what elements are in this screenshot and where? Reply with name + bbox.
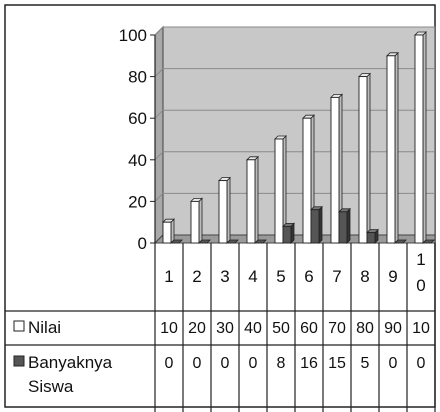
- bar-banyaknya-siswa: [198, 239, 211, 244]
- data-label-banyaknya-siswa: 15: [328, 355, 346, 372]
- bar-nilai-front: [358, 76, 368, 244]
- y-tick-label: 0: [138, 234, 147, 253]
- bar-banyaknya-siswa-top: [422, 239, 435, 244]
- y-tick-label: 20: [128, 192, 147, 211]
- bar-banyaknya-siswa-side: [318, 205, 323, 244]
- bar-banyaknya-siswa: [170, 239, 183, 244]
- bar-banyaknya-siswa-top: [198, 239, 211, 244]
- bar-nilai-front: [218, 180, 228, 244]
- bar-banyaknya-siswa: [422, 239, 435, 244]
- data-label-banyaknya-siswa: 0: [249, 355, 258, 372]
- bar-nilai: [414, 31, 427, 244]
- legend-label-banyaknya-siswa: Siswa: [28, 377, 74, 396]
- bar-banyaknya-siswa: [254, 239, 267, 244]
- data-label-banyaknya-siswa: 16: [300, 355, 318, 372]
- data-label-banyaknya-siswa: 5: [361, 355, 370, 372]
- bar-nilai-side: [394, 51, 399, 244]
- bar-banyaknya-siswa: [282, 222, 295, 244]
- plot-side-wall: [154, 25, 164, 245]
- category-label: 5: [276, 267, 285, 286]
- bar-nilai: [218, 176, 231, 244]
- bar-nilai: [330, 93, 343, 244]
- y-tick-label: 100: [119, 26, 147, 45]
- data-label-nilai: 60: [300, 320, 318, 337]
- data-label-nilai: 20: [188, 320, 206, 337]
- bar-banyaknya-siswa-top: [226, 239, 239, 244]
- bar-banyaknya-siswa-front: [310, 209, 320, 244]
- bar-banyaknya-siswa-front: [338, 211, 348, 244]
- bar-nilai-front: [414, 34, 424, 244]
- category-label: 9: [388, 267, 397, 286]
- data-label-banyaknya-siswa: 0: [165, 355, 174, 372]
- data-label-banyaknya-siswa: 0: [193, 355, 202, 372]
- data-label-nilai: 70: [328, 320, 346, 337]
- data-label-nilai: 50: [272, 320, 290, 337]
- y-axis: 0 20 40 60 80 100: [119, 26, 156, 253]
- category-label: 7: [332, 267, 341, 286]
- data-label-nilai: 80: [356, 320, 374, 337]
- data-label-banyaknya-siswa: 0: [221, 355, 230, 372]
- bar-nilai-front: [190, 200, 200, 244]
- bar-nilai-front: [302, 117, 312, 244]
- gridline: [154, 193, 164, 202]
- category-label: 1: [416, 250, 425, 269]
- data-label-banyaknya-siswa: 8: [277, 355, 286, 372]
- legend-key-nilai: [13, 320, 25, 332]
- category-label: 0: [416, 276, 425, 295]
- gridline: [154, 151, 164, 161]
- y-tick-label: 40: [128, 151, 147, 170]
- bar-nilai-side: [366, 72, 371, 244]
- category-label: 2: [192, 267, 201, 286]
- gridline: [154, 68, 164, 77]
- data-label-nilai: 90: [384, 320, 402, 337]
- bar-banyaknya-siswa-top: [170, 239, 183, 244]
- bar-nilai: [274, 135, 287, 244]
- bar-banyaknya-siswa: [310, 205, 323, 244]
- gridline: [154, 26, 164, 36]
- legend-key-banyaknya-siswa: [13, 355, 25, 367]
- category-label: 8: [360, 267, 369, 286]
- bar-nilai-front: [162, 221, 172, 244]
- bar-nilai-side: [422, 31, 427, 244]
- bar-nilai: [358, 72, 371, 244]
- bar-nilai: [162, 218, 175, 244]
- gridline: [154, 109, 164, 119]
- bar-banyaknya-siswa: [394, 239, 407, 244]
- bar-banyaknya-siswa: [338, 207, 351, 244]
- bar-banyaknya-siswa-top: [254, 239, 267, 244]
- y-tick-label: 80: [128, 68, 147, 87]
- bar-banyaknya-siswa: [366, 228, 379, 244]
- category-label: 1: [164, 267, 173, 286]
- category-label: 6: [304, 267, 313, 286]
- bar-banyaknya-siswa: [226, 239, 239, 244]
- category-label: 3: [220, 267, 229, 286]
- bar-banyaknya-siswa-top: [394, 239, 407, 244]
- data-label-nilai: 40: [244, 320, 262, 337]
- bar-nilai-front: [274, 138, 284, 244]
- data-label-banyaknya-siswa: 0: [389, 355, 398, 372]
- bar-nilai-front: [246, 159, 256, 244]
- bar-banyaknya-siswa-front: [282, 225, 292, 244]
- legend-label-banyaknya-siswa: Banyaknya: [28, 353, 113, 372]
- bar-nilai: [246, 155, 259, 244]
- bar-nilai-front: [330, 96, 340, 244]
- data-label-nilai: 30: [216, 320, 234, 337]
- category-label: 4: [248, 267, 257, 286]
- bars: [162, 31, 435, 244]
- legend-label-nilai: Nilai: [28, 318, 61, 337]
- y-tick-label: 60: [128, 109, 147, 128]
- data-label-nilai: 10: [412, 320, 430, 337]
- bar-banyaknya-siswa-front: [366, 232, 376, 244]
- data-label-banyaknya-siswa: 0: [417, 355, 426, 372]
- bar-nilai-front: [386, 55, 396, 244]
- bar-nilai: [386, 51, 399, 244]
- data-label-nilai: 10: [160, 320, 178, 337]
- bar-banyaknya-siswa-side: [346, 207, 351, 244]
- bar-nilai: [190, 197, 203, 244]
